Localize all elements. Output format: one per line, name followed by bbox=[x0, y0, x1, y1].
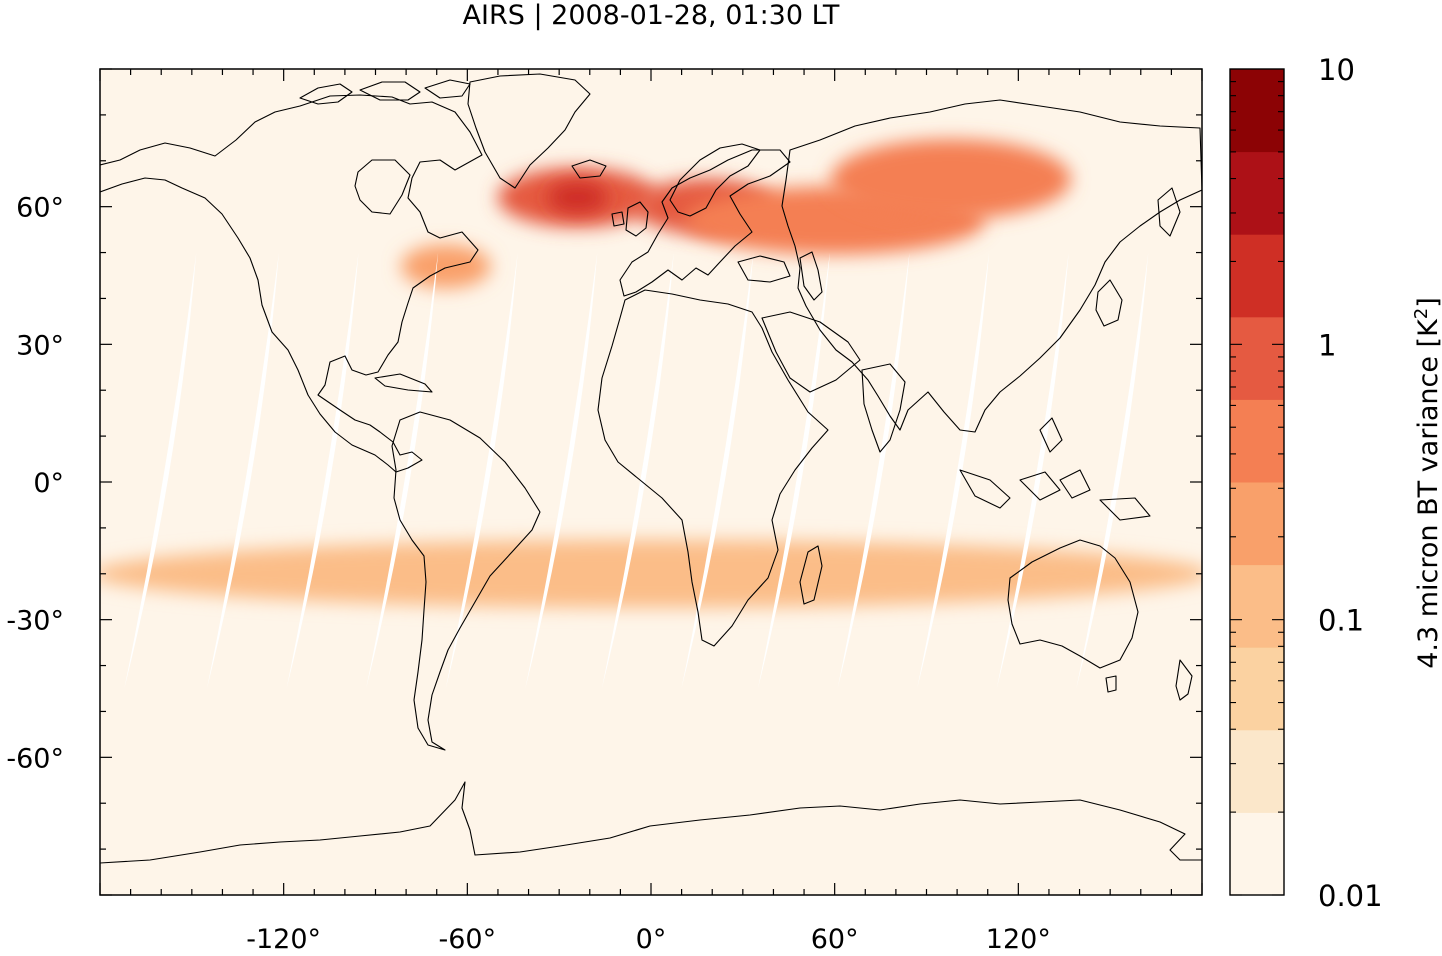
map-plot-area bbox=[100, 69, 1202, 895]
coast-japan bbox=[1095, 279, 1123, 327]
coast-india bbox=[861, 363, 906, 453]
colorbar-segment bbox=[1230, 69, 1284, 153]
axis-tick-labels: -120° -60° 0° 60° 120° 60° 30° 0° -30° -60° bbox=[6, 193, 1050, 955]
southern-band-variance bbox=[100, 539, 1202, 608]
coast-kamchatka bbox=[1157, 187, 1181, 237]
colorbar-segment bbox=[1230, 234, 1284, 318]
colorbar-segment bbox=[1230, 399, 1284, 483]
siberia-variance bbox=[830, 139, 1071, 220]
coast-asia bbox=[781, 99, 1202, 433]
north-atlantic-hotspot bbox=[547, 181, 608, 214]
coast-british-isles bbox=[611, 201, 649, 237]
coast-iceland bbox=[571, 159, 607, 179]
y-tick-label: 0° bbox=[33, 468, 64, 499]
colorbar-frame bbox=[1229, 68, 1285, 896]
coast-maritime-se-asia bbox=[959, 417, 1151, 521]
coast-australia bbox=[1007, 539, 1139, 669]
coastlines bbox=[100, 73, 1202, 864]
colorbar-segment bbox=[1230, 151, 1284, 235]
x-tick-label: -60° bbox=[439, 924, 497, 955]
coast-madagascar bbox=[799, 545, 823, 605]
colorbar-segment bbox=[1230, 482, 1284, 566]
coast-arabian-peninsula bbox=[761, 311, 861, 393]
colorbar-segment bbox=[1230, 647, 1284, 731]
eastern-canada-variance bbox=[400, 244, 491, 289]
colorbar-segment bbox=[1230, 316, 1284, 400]
coast-caspian-sea bbox=[799, 251, 823, 301]
y-tick-label: 30° bbox=[16, 330, 64, 361]
colorbar-segment bbox=[1230, 729, 1284, 813]
colorbar-tick-label: 0.01 bbox=[1318, 879, 1383, 913]
colorbar-segment bbox=[1230, 812, 1284, 896]
colorbar: 10 1 0.1 0.01 bbox=[1229, 53, 1383, 913]
coast-europe bbox=[619, 149, 791, 297]
y-tick-label: -30° bbox=[6, 606, 64, 637]
colorbar-tick-label: 1 bbox=[1318, 328, 1336, 362]
coast-hudson-bay bbox=[354, 159, 411, 215]
variance-features bbox=[100, 139, 1202, 608]
x-tick-label: 60° bbox=[811, 924, 859, 955]
coast-scandinavia bbox=[669, 143, 761, 217]
colorbar-tick-label: 0.1 bbox=[1318, 604, 1364, 638]
coast-new-zealand bbox=[1175, 659, 1193, 701]
x-tick-label: 120° bbox=[986, 924, 1051, 955]
y-tick-label: 60° bbox=[16, 193, 64, 224]
colorbar-label: 4.3 micron BT variance [K2] bbox=[1411, 297, 1442, 669]
coast-black-sea bbox=[737, 255, 791, 283]
coast-arctic-islands bbox=[299, 79, 471, 105]
coast-antarctica bbox=[100, 781, 1202, 864]
coast-south-america bbox=[391, 411, 541, 751]
map-title: AIRS | 2008-01-28, 01:30 LT bbox=[462, 0, 840, 31]
coast-cuba bbox=[374, 373, 433, 393]
axis-ticks bbox=[99, 68, 1203, 896]
x-tick-label: -120° bbox=[246, 924, 321, 955]
coast-north-america bbox=[100, 94, 483, 473]
coast-greenland bbox=[467, 73, 591, 189]
x-tick-label: 0° bbox=[636, 924, 667, 955]
colorbar-segment bbox=[1230, 564, 1284, 648]
y-tick-label: -60° bbox=[6, 743, 64, 774]
coast-tasmania bbox=[1105, 675, 1117, 693]
coast-africa bbox=[597, 289, 829, 647]
colorbar-tick-label: 10 bbox=[1318, 53, 1355, 87]
